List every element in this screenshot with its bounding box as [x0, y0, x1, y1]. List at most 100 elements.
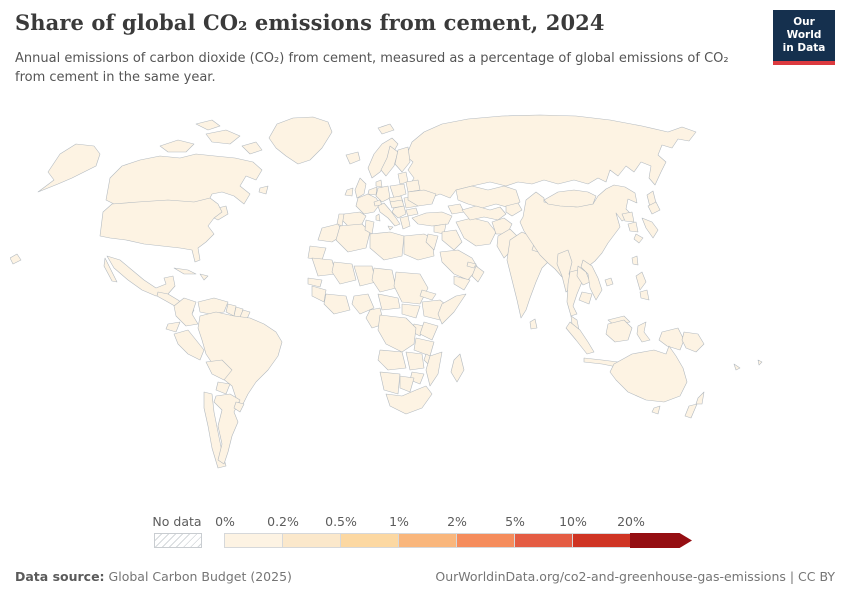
country-south-sudan[interactable]: South Sudan — 0–0.2% [401, 303, 421, 319]
country-russia[interactable]: Russia — 1–2% [405, 114, 697, 199]
owid-logo[interactable]: Our World in Data [773, 10, 835, 66]
country-algeria[interactable]: Algeria — 0.5–1% [335, 223, 371, 253]
country-australia-tasmania[interactable]: Australia — 0–0.2% [651, 405, 661, 415]
country-canada-island[interactable]: Canada — 0.2–0.5% [205, 129, 241, 145]
country-ireland[interactable]: Ireland — 0–0.2% [344, 187, 354, 197]
country-guinea[interactable]: Guinea — 0–0.2% [311, 285, 327, 303]
country-canada-island[interactable]: Canada — 0.2–0.5% [241, 141, 263, 155]
country-norway-svalbard[interactable]: Norway — 0–0.2% [377, 123, 395, 135]
country-mongolia[interactable]: Mongolia — 0–0.2% [543, 189, 597, 208]
country-paraguay[interactable]: Paraguay — 0–0.2% [215, 381, 231, 395]
country-iceland[interactable]: Iceland — 0.2–0.5% [345, 151, 361, 165]
no-data-swatch[interactable] [154, 533, 202, 548]
country-senegal[interactable]: Senegal — 0.5–1% [307, 277, 323, 288]
country-south-korea[interactable]: South Korea — 1–2% [627, 221, 639, 233]
country-new-zealand-south[interactable]: New Zealand — 0.2–0.5% [684, 403, 698, 419]
country-indonesia-papua[interactable]: Indonesia — 2–5% [658, 327, 685, 351]
country-china-hainan[interactable]: China — 20%+ [604, 277, 614, 287]
country-germany[interactable]: Germany — 0.5–1% [375, 185, 391, 203]
legend-bin-0.2–0.5%[interactable] [282, 533, 342, 548]
country-ecuador[interactable]: Ecuador — 0.5–1% [165, 321, 181, 333]
country-mexico-baja[interactable]: Mexico — 1–2% [103, 257, 118, 283]
country-namibia[interactable]: Namibia — 0–0.2% [379, 371, 401, 395]
country-denmark[interactable]: Denmark — 0–0.2% [375, 179, 383, 188]
country-botswana[interactable]: Botswana — 0–0.2% [399, 375, 415, 393]
country-madagascar[interactable]: Madagascar — 0–0.2% [450, 353, 465, 383]
country-indonesia-sumatra[interactable]: Indonesia — 2–5% [565, 321, 595, 355]
legend-bin-10–20%[interactable] [572, 533, 632, 548]
country-uk[interactable]: United Kingdom — 0.2–0.5% [354, 177, 367, 199]
country-chad[interactable]: Chad — 0–0.2% [371, 267, 397, 293]
country-drc[interactable]: Democratic Republic of Congo — 0–0.2% [377, 314, 417, 353]
country-netherlands-belgium[interactable]: Netherlands & Belgium — 0.2–0.5% [367, 186, 378, 196]
country-eritrea[interactable]: Eritrea — 0–0.2% [419, 289, 437, 301]
country-australia[interactable]: Australia — 0–0.2% [609, 345, 688, 403]
country-kyrgyz-tajik[interactable]: Kyrgyzstan & Tajikistan — 0.2–0.5% [505, 202, 523, 217]
country-greenland[interactable]: Greenland — 0–0.2% [268, 116, 333, 165]
country-italy[interactable]: Italy — 0.2–0.5% [377, 202, 401, 227]
country-papua-new-guinea[interactable]: Papua New Guinea — 0–0.2% [681, 331, 705, 353]
legend-bin-1–2%[interactable] [398, 533, 458, 548]
country-mozambique[interactable]: Mozambique — 0.2–0.5% [425, 351, 443, 387]
country-peru[interactable]: Peru — 0.5–1% [173, 329, 205, 361]
country-brazil[interactable]: Brazil — 1–2% [197, 311, 283, 407]
country-belarus[interactable]: Belarus — 0.2–0.5% [405, 179, 421, 193]
country-usa-aleutian-fragment[interactable]: United States — 2–5% [10, 253, 22, 265]
country-finland[interactable]: Finland — 0.2–0.5% [394, 146, 411, 173]
country-canada-island[interactable]: Canada — 0.2–0.5% [159, 139, 195, 153]
country-mexico[interactable]: Mexico — 1–2% [106, 255, 176, 297]
country-greece[interactable]: Greece — 0.5–1% [399, 215, 411, 230]
country-mauritania[interactable]: Mauritania — 0–0.2% [311, 257, 337, 277]
country-uae[interactable]: United Arab Emirates — 0.5–1% [466, 261, 477, 269]
country-central-african-republic[interactable]: Central African Republic — 0–0.2% [377, 293, 401, 311]
legend-bin-2–5%[interactable] [456, 533, 516, 548]
country-israel-jordan[interactable]: Israel & Jordan — 0.5–1% [425, 233, 439, 251]
country-sri-lanka[interactable]: Sri Lanka — 0.2–0.5% [529, 318, 538, 330]
country-kenya[interactable]: Kenya — 0.2–0.5% [419, 321, 439, 341]
country-new-caledonia[interactable]: New Caledonia — 0–0.2% [733, 363, 741, 371]
country-balkans[interactable]: Balkans — 0.2–0.5% [391, 205, 407, 219]
country-uruguay[interactable]: Uruguay — 0.2–0.5% [233, 401, 245, 413]
country-north-korea[interactable]: North Korea — 0–0.2% [621, 211, 635, 223]
data-source-value[interactable]: Global Carbon Budget (2025) [108, 569, 292, 584]
country-bulgaria[interactable]: Bulgaria — 0.5–1% [405, 207, 419, 217]
country-yemen[interactable]: Yemen — 0.2–0.5% [453, 275, 471, 291]
country-philippines-luzon[interactable]: Philippines — 1–2% [635, 271, 647, 291]
country-iraq[interactable]: Iraq — 1–2% [441, 229, 463, 251]
country-caucasus[interactable]: Caucasus — 0.5–1% [447, 203, 465, 215]
country-nigeria[interactable]: Nigeria — 0.5–1% [351, 293, 375, 315]
country-somalia[interactable]: Somalia — 0–0.2% [437, 293, 467, 325]
country-japan-hokkaido[interactable]: Japan — 1–2% [647, 201, 661, 215]
country-libya[interactable]: Libya — 0–0.2% [369, 231, 405, 261]
country-cambodia[interactable]: Cambodia — 0.5–1% [578, 291, 593, 305]
country-bolivia[interactable]: Bolivia — 0.2–0.5% [205, 359, 233, 381]
country-usa-alaska[interactable]: United States — 2–5% [37, 143, 101, 193]
country-argentina[interactable]: Argentina — 0.2–0.5% [213, 393, 241, 465]
country-mali[interactable]: Mali — 0.2–0.5% [331, 261, 357, 285]
country-indonesia-sulawesi[interactable]: Indonesia — 2–5% [636, 321, 651, 343]
country-hispaniola[interactable]: Hispaniola — 0.2–0.5% [199, 273, 209, 281]
country-south-africa[interactable]: South Africa — 0.5–1% [385, 385, 433, 415]
legend-bin-20%+[interactable] [630, 533, 692, 548]
country-western-sahara[interactable]: Western Sahara — No data [307, 245, 327, 261]
country-canada-island[interactable]: Canada — 0.2–0.5% [195, 119, 221, 131]
country-angola[interactable]: Angola — 0.2–0.5% [377, 349, 407, 371]
legend-bin-5–10%[interactable] [514, 533, 574, 548]
country-west-africa[interactable]: West Africa — 0.2–0.5% [323, 293, 351, 315]
country-poland[interactable]: Poland — 0.2–0.5% [389, 183, 407, 199]
country-japan-honshu[interactable]: Japan — 1–2% [641, 217, 659, 239]
country-uzbekistan-turkmenistan[interactable]: Uzbekistan & Turkmenistan — 0.5–1% [461, 205, 507, 221]
country-france[interactable]: France — 0–0.2% [355, 193, 381, 215]
country-indonesia-borneo[interactable]: Indonesia — 2–5% [605, 319, 633, 343]
country-new-zealand-north[interactable]: New Zealand — 0.2–0.5% [695, 391, 705, 405]
country-venezuela[interactable]: Venezuela — 0.2–0.5% [197, 297, 229, 315]
country-italy-sardinia[interactable]: Italy — 0.2–0.5% [375, 213, 381, 222]
legend-bin-0.5–1%[interactable] [340, 533, 400, 548]
country-fiji[interactable]: Fiji — 0–0.2% [757, 359, 763, 366]
country-sudan[interactable]: Sudan — No data [393, 271, 429, 305]
country-taiwan[interactable]: Taiwan — 1–2% [631, 255, 639, 266]
credit-link[interactable]: OurWorldinData.org/co2-and-greenhouse-ga… [435, 569, 835, 584]
legend-bin-0–0.2%[interactable] [224, 533, 284, 548]
country-philippines-mindanao[interactable]: Philippines — 1–2% [639, 289, 650, 301]
country-japan-kyushu[interactable]: Japan — 1–2% [633, 233, 644, 244]
